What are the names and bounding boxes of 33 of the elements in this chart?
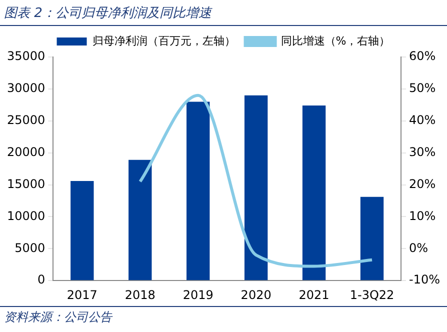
line-series (138, 94, 374, 268)
y2-tick-label: 40% (409, 113, 436, 128)
chart-title: 图表 2：公司归母净利润及同比增速 (0, 0, 447, 26)
y2-tick-label: 30% (409, 144, 436, 159)
y-tick-label: 25000 (6, 113, 46, 128)
text: 资料来源：公司公告 (0, 306, 447, 328)
bar (128, 160, 152, 280)
y-tick-label: 20000 (6, 144, 46, 159)
y2-tick-label: -10% (409, 272, 440, 287)
y2-tick-label: 0% (409, 240, 428, 255)
y-tick-label: 5000 (14, 240, 46, 255)
y2-tick-label: 20% (409, 176, 436, 191)
bar (302, 106, 326, 280)
legend-label: 同比增速（%，右轴） (280, 34, 390, 48)
y2-tick-label: 50% (409, 81, 436, 96)
y2-tick-label: 10% (409, 208, 436, 223)
x-tick-label: 1-3Q22 (350, 288, 394, 302)
x-tick-label: 2021 (298, 288, 330, 302)
x-tick-label: 2020 (240, 288, 272, 302)
x-tick-label: 2018 (124, 288, 156, 302)
bar (244, 95, 268, 280)
bar (70, 180, 94, 280)
y-tick-label: 10000 (6, 208, 46, 223)
y-tick-label: 0 (38, 272, 46, 287)
legend-label: 归母净利润（百万元，左轴） (92, 34, 236, 48)
x-tick-label: 2019 (182, 288, 214, 302)
y-tick-label: 30000 (6, 81, 46, 96)
y2-tick-label: 60% (409, 49, 436, 64)
x-tick-label: 2017 (66, 288, 98, 302)
bar (360, 196, 384, 280)
y-tick-label: 15000 (6, 176, 46, 191)
y-tick-label: 35000 (6, 49, 46, 64)
bar (186, 102, 210, 280)
